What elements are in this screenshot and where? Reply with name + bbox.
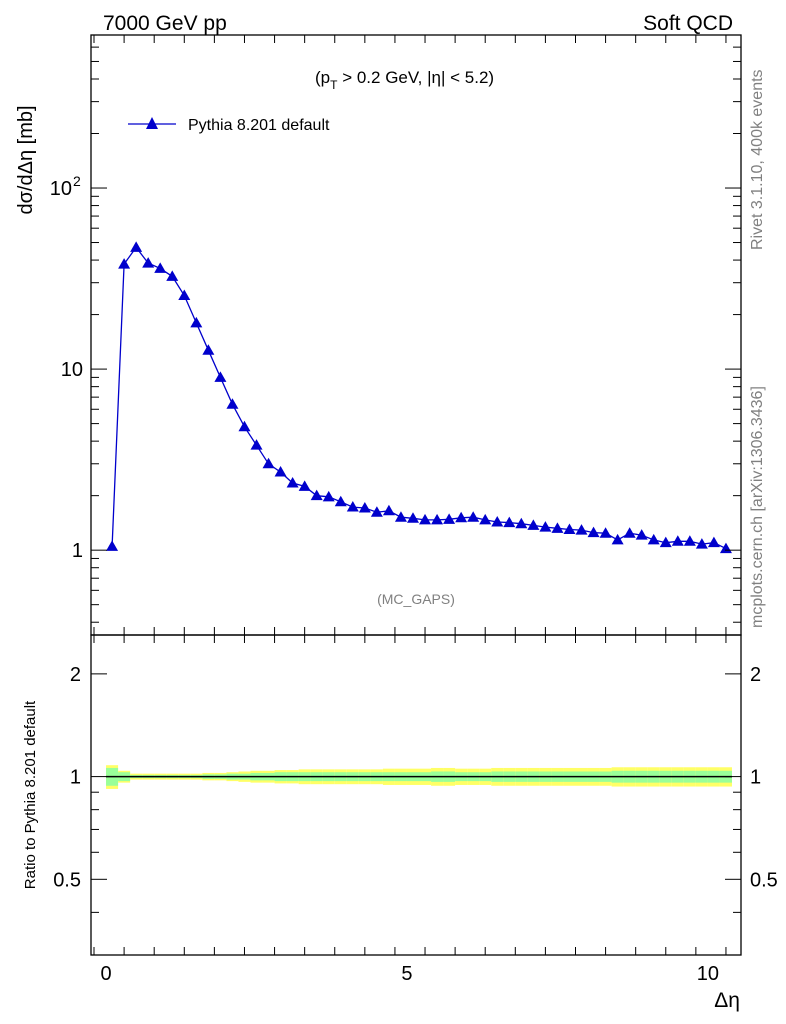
data-point-marker [719, 542, 732, 554]
ratio-y-tick-label-right: 0.5 [750, 869, 778, 891]
data-point-marker [370, 506, 383, 517]
data-point-marker [551, 522, 564, 533]
y-tick-label: 10 [50, 178, 72, 200]
analysis-watermark: (MC_GAPS) [377, 591, 455, 607]
data-point-marker [178, 289, 191, 300]
data-point-marker [659, 536, 672, 548]
y-tick-exponent: 2 [73, 173, 81, 189]
data-point-marker [154, 262, 167, 273]
rivet-label: Rivet 3.1.10, 400k events [749, 69, 766, 250]
ratio-y-tick-label-left: 2 [70, 664, 81, 686]
x-tick-label: 5 [401, 963, 412, 985]
data-point-marker [491, 516, 504, 527]
data-point-marker [695, 538, 708, 549]
series-polyline [111, 246, 727, 550]
data-point-marker [214, 371, 227, 382]
series-markers [106, 241, 732, 554]
data-point-marker [274, 466, 287, 477]
data-point-marker [118, 258, 131, 269]
header-left: 7000 GeV pp [103, 12, 227, 35]
data-point-marker [406, 512, 419, 523]
cut-label: (pT > 0.2 GeV, |η| < 5.2) [315, 68, 494, 92]
data-point-marker [563, 523, 576, 535]
y-tick-label: 10 [61, 359, 83, 381]
data-point-marker [455, 511, 468, 523]
data-point-marker [635, 529, 648, 540]
data-point-marker [394, 511, 407, 522]
ratio-y-tick-label-right: 2 [750, 664, 761, 686]
x-tick-label: 10 [697, 963, 719, 985]
data-point-marker [539, 521, 552, 532]
mcplots-label: mcplots.cern.ch [arXiv:1306.3436] [749, 386, 766, 628]
data-point-marker [106, 540, 119, 551]
x-axis-label: Δη [714, 989, 740, 1012]
ratio-plot-frame [90, 634, 742, 956]
data-point-marker [334, 495, 347, 507]
data-point-marker [479, 513, 492, 525]
data-point-marker [130, 241, 143, 252]
data-point-marker [298, 480, 311, 491]
ratio-y-tick-label-left: 1 [70, 767, 81, 789]
data-point-marker [611, 533, 624, 545]
data-point-marker [623, 527, 636, 538]
legend-triangle-icon [146, 117, 158, 129]
ratio-y-tick-label-right: 1 [750, 767, 761, 789]
data-point-marker [202, 344, 215, 355]
data-point-marker [587, 526, 600, 538]
data-point-marker [262, 457, 275, 469]
data-point-marker [286, 476, 299, 488]
main-ylabel: dσ/dΔη [mb] [15, 105, 37, 214]
data-point-marker [238, 420, 251, 432]
data-point-marker [515, 517, 528, 529]
data-point-marker [142, 257, 155, 268]
data-point-marker [226, 398, 239, 409]
data-point-marker [707, 536, 720, 548]
data-point-marker [467, 511, 480, 522]
data-point-marker [419, 513, 432, 525]
data-point-marker [527, 519, 540, 530]
data-point-marker [382, 504, 395, 516]
data-point-marker [190, 316, 203, 328]
data-point-marker [310, 489, 323, 501]
axis-ticks [91, 34, 741, 955]
data-point-marker [431, 513, 444, 525]
data-point-marker [599, 527, 612, 538]
data-point-marker [575, 524, 588, 535]
data-point-marker [322, 490, 335, 502]
data-point-marker [358, 501, 371, 513]
series-line [111, 246, 727, 550]
data-point-marker [647, 533, 660, 545]
data-point-marker [443, 513, 456, 524]
data-point-marker [346, 501, 359, 512]
header-right: Soft QCD [643, 12, 733, 35]
data-point-marker [683, 535, 696, 546]
data-point-marker [250, 439, 263, 450]
legend: Pythia 8.201 default [128, 117, 330, 134]
data-point-marker [166, 270, 179, 281]
legend-entry-label: Pythia 8.201 default [188, 117, 330, 134]
data-point-marker [671, 535, 684, 546]
ratio-y-tick-label-left: 0.5 [53, 869, 81, 891]
data-point-marker [503, 516, 516, 528]
ratio-ylabel: Ratio to Pythia 8.201 default [22, 700, 39, 889]
y-tick-label: 1 [72, 540, 83, 562]
x-tick-label: 0 [100, 963, 111, 985]
